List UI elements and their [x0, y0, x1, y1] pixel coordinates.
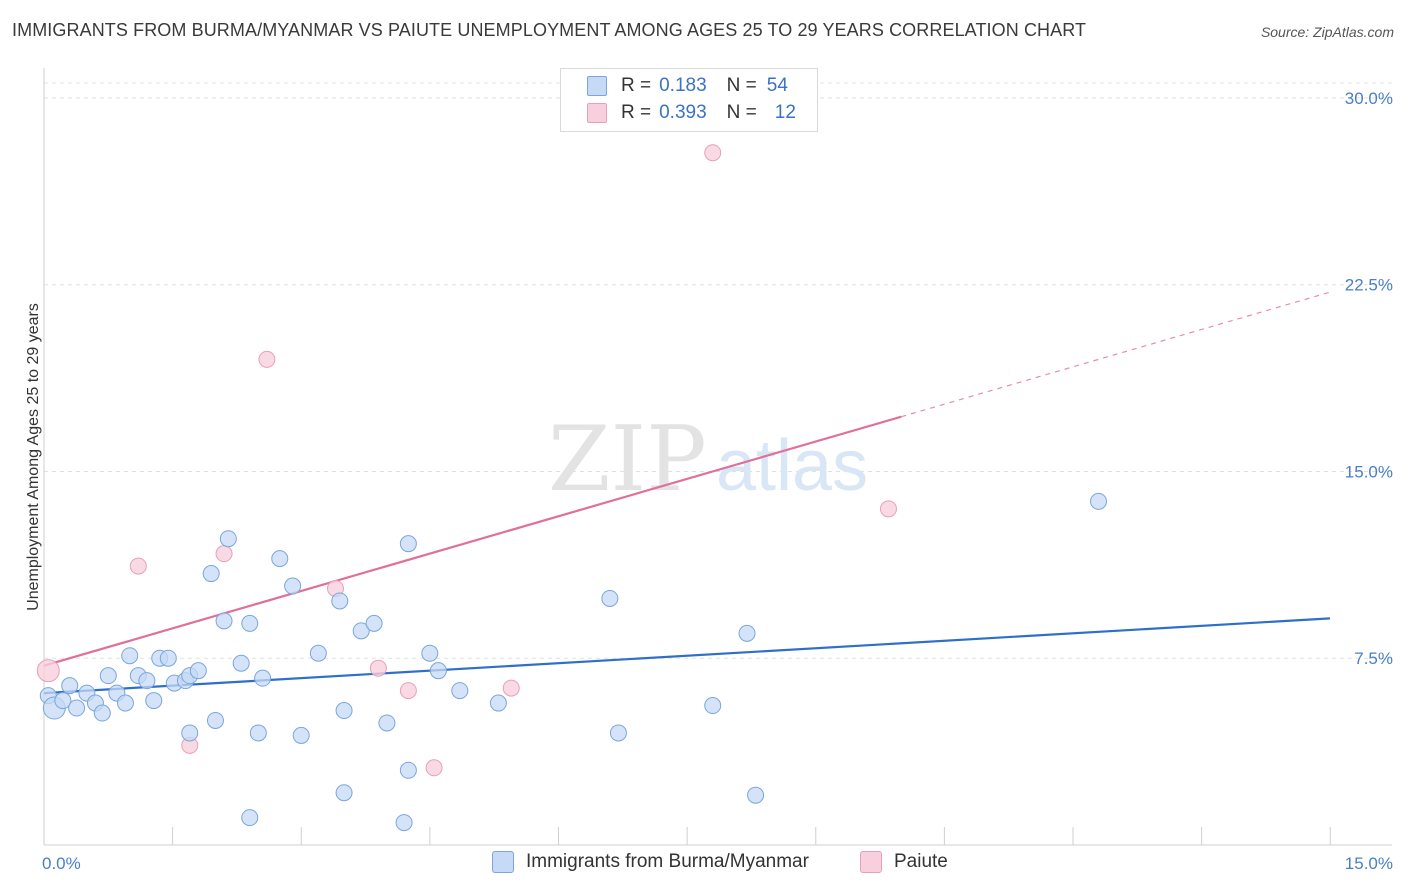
legend-r-value: 0.393: [659, 102, 707, 123]
x-tick-label: 15.0%: [1345, 854, 1393, 873]
trend-line-paiute: [43, 415, 902, 667]
legend-n-label: N =: [726, 75, 757, 96]
y-tick-label: 22.5%: [1345, 276, 1393, 295]
burma-point: [331, 592, 349, 610]
burma-point: [1090, 492, 1108, 510]
legend-r-label: R =: [621, 102, 652, 123]
burma-point: [145, 692, 163, 710]
burma-point: [601, 589, 619, 607]
watermark-zip: ZIP: [548, 407, 707, 512]
burma-point: [309, 644, 327, 662]
series-label-burma: Immigrants from Burma/Myanmar: [526, 851, 809, 872]
burma-point: [429, 662, 447, 680]
paiute-point: [258, 350, 276, 368]
legend-n-value: 12: [774, 102, 796, 123]
trend-line-paiute-extension: [901, 291, 1331, 418]
legend-n-label: N =: [726, 102, 757, 123]
burma-point: [99, 667, 117, 685]
axes: [43, 68, 1392, 846]
burma-point: [738, 624, 756, 642]
watermark-atlas: atlas: [716, 426, 868, 506]
paiute-point: [502, 679, 520, 697]
burma-point: [159, 649, 177, 667]
series-label-paiute: Paiute: [894, 851, 948, 872]
paiute-point: [36, 659, 60, 683]
legend-row-burma: R = 0.183 N = 54: [587, 73, 788, 99]
legend-n-value: 54: [766, 75, 788, 96]
source-attribution: Source: ZipAtlas.com: [1260, 24, 1394, 40]
burma-point: [335, 784, 353, 802]
burma-point: [219, 530, 237, 548]
y-axis-label: Unemployment Among Ages 25 to 29 years: [25, 303, 42, 611]
burma-point: [138, 672, 156, 690]
burma-point: [232, 654, 250, 672]
tick-labels: 7.5% 15.0% 22.5% 30.0% 0.0% 15.0%: [42, 89, 1393, 873]
gridlines: [44, 82, 1392, 659]
y-tick-label: 15.0%: [1345, 462, 1393, 481]
x-tick-label: 0.0%: [42, 854, 81, 873]
burma-point: [399, 761, 417, 779]
legend-row-paiute: R = 0.393 N = 12: [587, 100, 796, 126]
burma-point: [335, 702, 353, 720]
data-points: [36, 144, 1108, 832]
legend-swatch-pink: [587, 103, 607, 123]
burma-point: [121, 647, 139, 665]
burma-point: [116, 694, 134, 712]
paiute-point: [425, 759, 443, 777]
burma-point: [271, 550, 289, 568]
trend-line-burma: [43, 617, 1331, 695]
burma-point: [215, 612, 233, 630]
burma-point: [189, 662, 207, 680]
burma-point: [352, 622, 370, 640]
series-legend-burma: Immigrants from Burma/Myanmar: [492, 851, 809, 873]
series-legend-paiute: Paiute: [860, 851, 948, 873]
burma-point: [54, 692, 72, 710]
burma-point: [181, 724, 199, 742]
burma-point: [747, 786, 765, 804]
burma-point: [489, 694, 507, 712]
burma-point: [93, 704, 111, 722]
paiute-point: [215, 545, 233, 563]
chart-title: IMMIGRANTS FROM BURMA/MYANMAR VS PAIUTE …: [12, 20, 1087, 40]
paiute-point: [704, 144, 722, 162]
burma-point: [704, 697, 722, 715]
paiute-point: [399, 682, 417, 700]
correlation-legend: R = 0.183 N = 54 R = 0.393 N = 12: [560, 68, 818, 132]
paiute-point: [369, 659, 387, 677]
burma-point: [365, 614, 383, 632]
legend-r-label: R =: [621, 75, 652, 96]
burma-point: [395, 814, 413, 832]
burma-point: [68, 699, 86, 717]
burma-point: [241, 614, 259, 632]
y-tick-label: 7.5%: [1354, 649, 1393, 668]
burma-point: [202, 565, 220, 583]
paiute-point: [129, 557, 147, 575]
burma-point: [609, 724, 627, 742]
burma-point: [284, 577, 302, 595]
burma-point: [249, 724, 267, 742]
burma-point: [378, 714, 396, 732]
burma-point: [206, 711, 224, 729]
series-swatch-pink: [860, 851, 882, 873]
burma-point: [421, 644, 439, 662]
series-swatch-blue: [492, 851, 514, 873]
burma-point: [241, 809, 259, 827]
burma-point: [254, 669, 272, 687]
burma-point: [292, 726, 310, 744]
watermark: ZIP atlas: [548, 407, 868, 512]
y-tick-label: 30.0%: [1345, 89, 1393, 108]
legend-swatch-blue: [587, 76, 607, 96]
burma-point: [451, 682, 469, 700]
paiute-point: [879, 500, 897, 518]
legend-r-value: 0.183: [659, 75, 707, 96]
burma-point: [61, 677, 79, 695]
burma-point: [399, 535, 417, 553]
